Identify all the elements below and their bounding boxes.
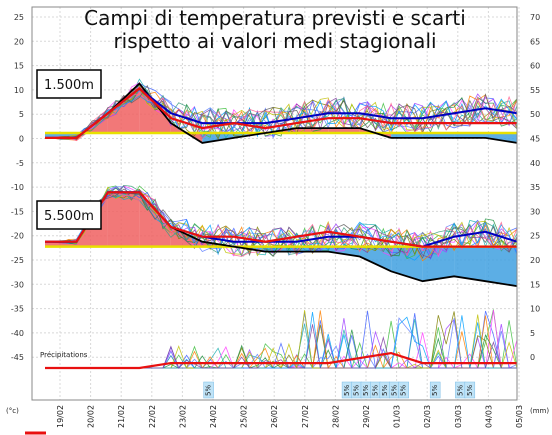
- date-tick-label: 27/02: [301, 405, 310, 428]
- y-right-tick-label: 40: [530, 159, 540, 168]
- control-line-5500: [45, 191, 517, 248]
- y-left-tick-label: 5: [19, 110, 24, 119]
- y-left-tick-label: -20: [11, 232, 24, 241]
- y-left-tick-label: 0: [19, 135, 24, 144]
- y-right-tick-label: 0: [530, 353, 535, 362]
- unit-right: (mm): [530, 407, 549, 415]
- date-tick-label: 03/03: [454, 405, 463, 428]
- date-tick-label: 28/02: [331, 405, 340, 428]
- y-right-tick-label: 10: [530, 305, 540, 314]
- precip-label: Précipitations: [40, 351, 88, 359]
- anomaly-fill-segment: [107, 192, 140, 247]
- y-right-tick-label: 60: [530, 62, 540, 71]
- title-line-1: Campi di temperatura previsti e scarti: [84, 6, 466, 30]
- y-right-tick-label: 25: [530, 232, 540, 241]
- precip-member-line: [45, 309, 518, 369]
- date-tick-label: 22/02: [148, 405, 157, 428]
- title-line-2: rispetto ai valori medi stagionali: [113, 29, 436, 53]
- label-box-5500: [36, 200, 102, 230]
- y-left-tick-label: -15: [11, 207, 24, 216]
- date-tick-label: 21/02: [117, 405, 126, 428]
- main-series: [45, 82, 518, 370]
- unit-left: (°c): [6, 407, 19, 415]
- ensemble-member-line: [44, 191, 518, 257]
- anomaly-fill-segment: [485, 246, 517, 287]
- date-tick-label: 25/02: [240, 405, 249, 428]
- label-1500: 1.500m: [44, 78, 94, 93]
- y-right-tick-label: 70: [530, 13, 540, 22]
- y-right-tick-label: 15: [530, 280, 540, 289]
- y-left-tick-label: -45: [11, 353, 24, 362]
- snow-probability-label: 5%: [205, 385, 213, 396]
- anomaly-fill-segment: [485, 133, 517, 143]
- date-tick-label: 24/02: [209, 405, 218, 428]
- y-left-tick-label: -35: [11, 305, 24, 314]
- y-left-tick-label: -5: [16, 159, 24, 168]
- snow-probability-label: 5%: [353, 385, 361, 396]
- y-left-tick-label: 15: [14, 62, 24, 71]
- date-tick-label: 26/02: [270, 405, 279, 428]
- snow-probability-label: 5%: [390, 385, 398, 396]
- snow-probability-label: 5%: [343, 385, 351, 396]
- date-tick-label: 02/03: [423, 405, 432, 428]
- date-tick-label: 04/03: [484, 405, 493, 428]
- y-right-tick-label: 35: [530, 183, 540, 192]
- y-right-tick-label: 45: [530, 135, 540, 144]
- snow-probability-label: 5%: [362, 385, 370, 396]
- y-left-tick-label: 25: [14, 13, 24, 22]
- control-line-1500: [45, 87, 517, 139]
- y-left-tick-label: -10: [11, 183, 24, 192]
- date-tick-label: 29/02: [362, 405, 371, 428]
- snow-probability-label: 5%: [466, 385, 474, 396]
- label-5500: 5.500m: [44, 209, 94, 224]
- precip-member-line: [45, 324, 517, 369]
- y-left-tick-label: -30: [11, 280, 24, 289]
- snow-probability-marker: [398, 381, 409, 399]
- y-left-tick-label: -40: [11, 329, 24, 338]
- snow-probability-label: 5%: [371, 385, 379, 396]
- y-left-tick-label: -25: [11, 256, 24, 265]
- y-right-tick-label: 20: [530, 256, 540, 265]
- y-right-tick-label: 65: [530, 37, 540, 46]
- snow-probability-label: 5%: [381, 385, 389, 396]
- label-box-1500: [36, 69, 102, 99]
- labels: 5% 5% 5% 5% 5% 5% 5% 5% 5% 5% 5%Campi di temperatu…: [25, 6, 476, 435]
- snow-probability-marker: [429, 381, 441, 399]
- anomaly-fill-segment: [454, 246, 486, 282]
- date-tick-label: 01/03: [393, 405, 402, 428]
- precip-control-line: [45, 351, 517, 370]
- snow-probability-label: 5%: [456, 385, 464, 396]
- date-tick-label: 23/02: [178, 405, 187, 428]
- ensemble-member-line: [44, 184, 518, 257]
- snow-probability-marker: [464, 381, 476, 399]
- y-left-tick-label: 10: [14, 86, 24, 95]
- date-tick-label: 19/02: [56, 405, 65, 428]
- date-tick-label: 05/03: [515, 405, 524, 428]
- snow-probability-label: 5%: [431, 385, 439, 396]
- plot-frame: [31, 6, 518, 401]
- y-right-tick-label: 55: [530, 86, 540, 95]
- operational-line-1500: [45, 82, 518, 144]
- y-right-tick-label: 50: [530, 110, 540, 119]
- y-right-tick-label: 30: [530, 207, 540, 216]
- date-tick-label: 20/02: [87, 405, 96, 428]
- y-left-tick-label: 20: [14, 37, 24, 46]
- snow-probability-label: 5%: [400, 385, 408, 396]
- snow-probability-marker: [203, 381, 214, 399]
- y-right-tick-label: 5: [530, 329, 535, 338]
